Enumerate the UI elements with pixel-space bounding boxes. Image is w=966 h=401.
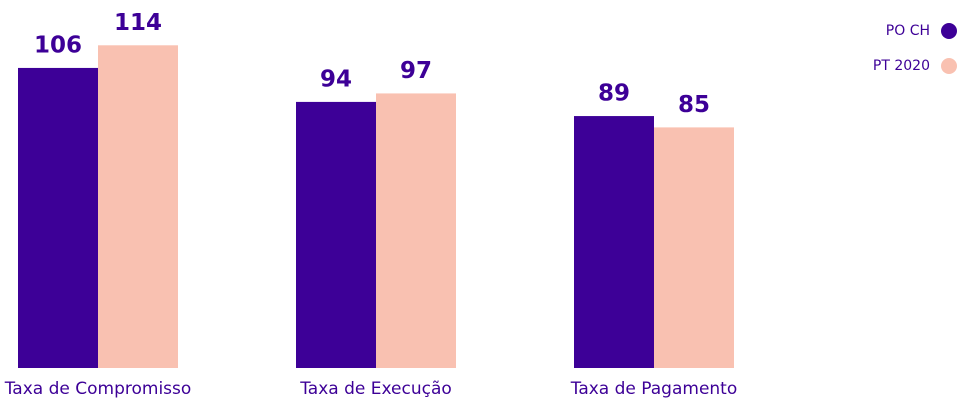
x-tick-label: Taxa de Compromisso <box>4 379 192 399</box>
bar <box>98 45 178 369</box>
bar <box>376 93 456 369</box>
legend-label: PT 2020 <box>873 58 930 74</box>
x-tick-label: Taxa de Pagamento <box>570 379 738 399</box>
data-label: 114 <box>114 10 162 36</box>
legend-label: PO CH <box>886 23 930 39</box>
x-tick-label: Taxa de Execução <box>299 379 452 399</box>
bar <box>296 101 376 369</box>
data-label: 89 <box>598 81 630 107</box>
data-label: 85 <box>678 92 710 118</box>
legend-swatch <box>941 23 957 39</box>
data-label: 106 <box>34 32 82 58</box>
legend-swatch <box>941 58 957 74</box>
bar <box>18 67 98 368</box>
bar <box>654 127 734 368</box>
data-label: 94 <box>320 66 352 92</box>
data-label: 97 <box>400 58 432 84</box>
bar <box>574 116 654 368</box>
